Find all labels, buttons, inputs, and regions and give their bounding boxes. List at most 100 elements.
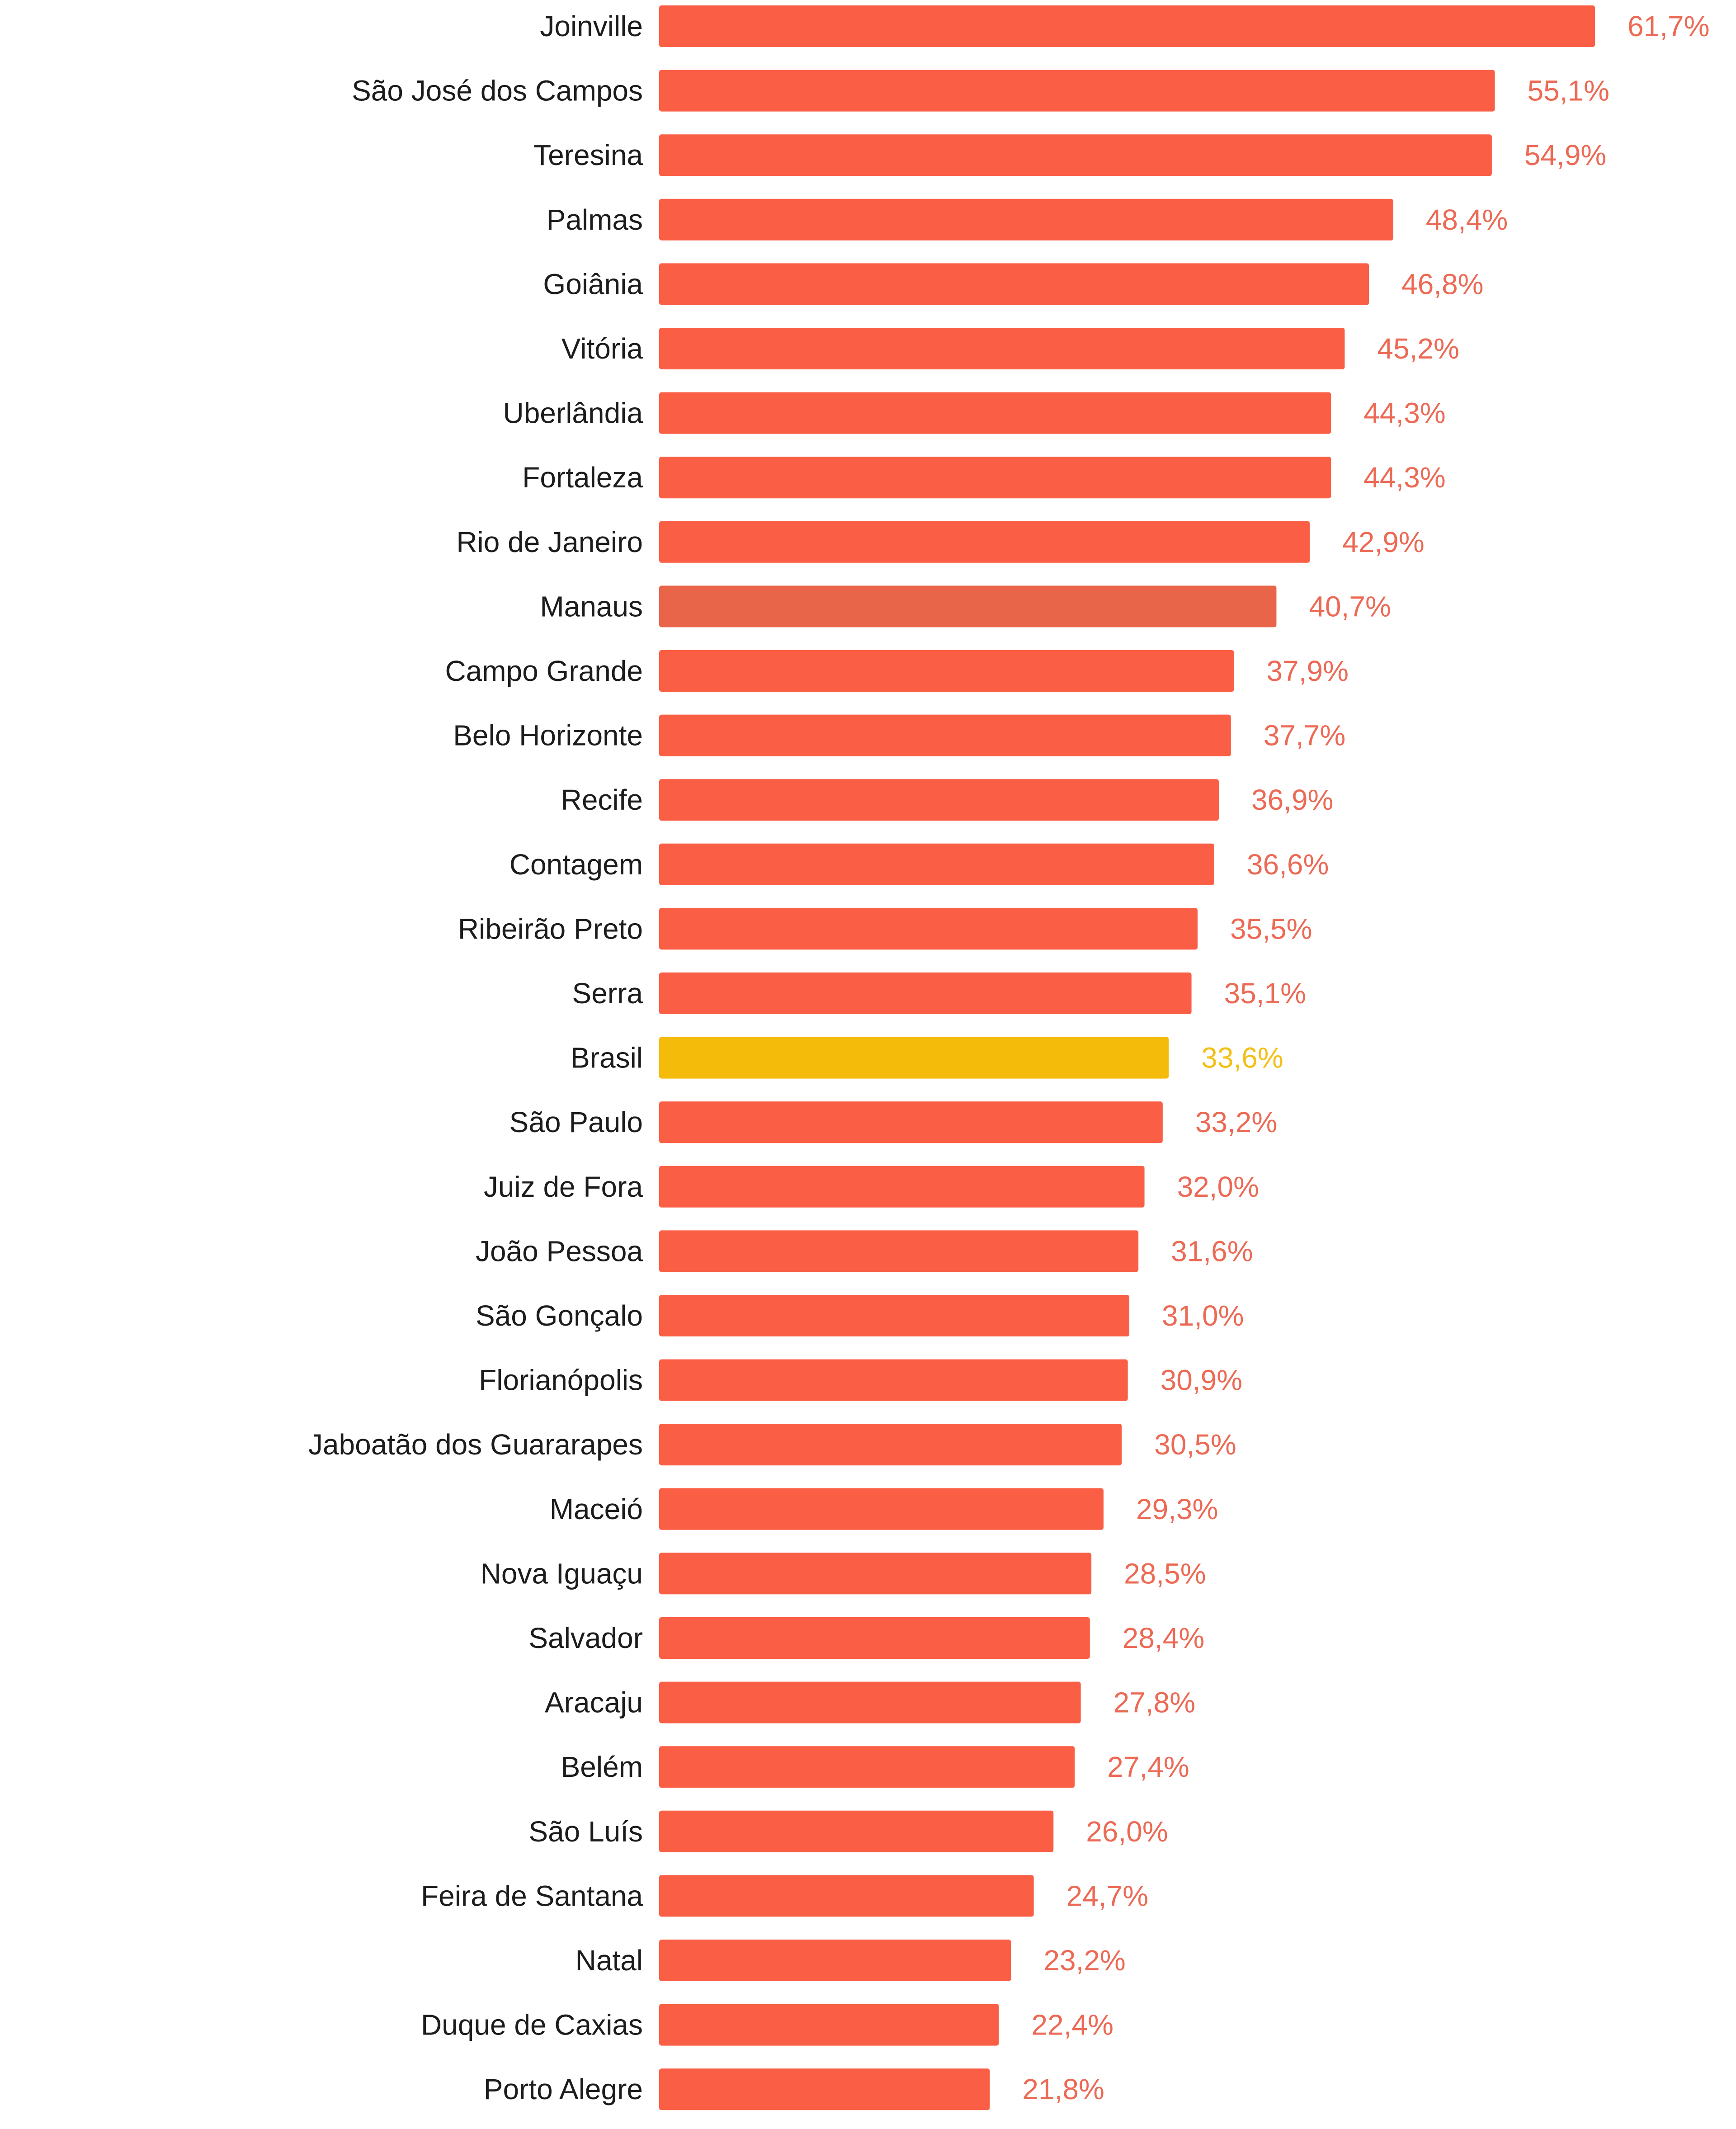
value-label-manaus: 40,7%	[1309, 590, 1391, 623]
bar-feira-de-santana	[659, 1875, 1034, 1917]
bars-layer	[659, 5, 1595, 2110]
value-label-sao-paulo: 33,2%	[1195, 1106, 1277, 1138]
category-label-porto-alegre: Porto Alegre	[484, 2073, 643, 2105]
value-label-juiz-de-fora: 32,0%	[1177, 1171, 1259, 1203]
value-label-brasil: 33,6%	[1201, 1042, 1283, 1074]
bar-sao-goncalo	[659, 1295, 1130, 1336]
value-label-salvador: 28,4%	[1123, 1622, 1204, 1654]
value-label-joao-pessoa: 31,6%	[1171, 1235, 1253, 1267]
bar-recife	[659, 779, 1219, 821]
bar-duque-de-caxias	[659, 2004, 999, 2046]
category-label-fortaleza: Fortaleza	[522, 461, 643, 494]
value-label-florianopolis: 30,9%	[1160, 1364, 1242, 1397]
category-label-duque-de-caxias: Duque de Caxias	[421, 2009, 643, 2041]
category-label-brasil: Brasil	[571, 1042, 643, 1074]
category-label-joao-pessoa: João Pessoa	[476, 1235, 643, 1267]
bar-manaus	[659, 585, 1277, 628]
category-label-feira-de-santana: Feira de Santana	[421, 1879, 643, 1912]
bar-rio-de-janeiro	[659, 521, 1310, 563]
value-label-belo-horizonte: 37,7%	[1264, 719, 1345, 752]
bar-aracaju	[659, 1681, 1081, 1723]
category-label-serra: Serra	[572, 977, 643, 1010]
bar-goiania	[659, 263, 1369, 305]
value-label-recife: 36,9%	[1251, 784, 1333, 816]
value-label-campo-grande: 37,9%	[1267, 655, 1349, 687]
value-label-joinville: 61,7%	[1628, 10, 1709, 42]
bar-teresina	[659, 134, 1492, 176]
category-label-aracaju: Aracaju	[545, 1686, 643, 1719]
bar-palmas	[659, 198, 1393, 241]
bar-juiz-de-fora	[659, 1166, 1145, 1208]
value-label-uberlandia: 44,3%	[1363, 397, 1445, 430]
category-label-sao-luis: São Luís	[528, 1815, 643, 1848]
bar-porto-alegre	[659, 2068, 990, 2110]
category-label-nova-iguacu: Nova Iguaçu	[481, 1557, 643, 1590]
value-label-serra: 35,1%	[1224, 977, 1306, 1010]
value-label-sao-luis: 26,0%	[1086, 1815, 1168, 1848]
category-label-maceio: Maceió	[550, 1493, 643, 1525]
value-label-belem: 27,4%	[1107, 1751, 1189, 1783]
category-label-teresina: Teresina	[533, 139, 643, 171]
bar-brasil	[659, 1037, 1169, 1079]
value-label-ribeirao-preto: 35,5%	[1230, 912, 1312, 945]
value-label-sao-goncalo: 31,0%	[1162, 1299, 1244, 1332]
category-label-uberlandia: Uberlândia	[503, 397, 643, 430]
value-label-vitoria: 45,2%	[1377, 332, 1459, 365]
category-label-contagem: Contagem	[509, 848, 643, 881]
category-label-ribeirao-preto: Ribeirão Preto	[458, 912, 643, 945]
value-label-feira-de-santana: 24,7%	[1066, 1879, 1148, 1912]
value-label-aracaju: 27,8%	[1113, 1686, 1195, 1719]
category-label-manaus: Manaus	[540, 590, 643, 623]
value-label-sao-jose-dos-campos: 55,1%	[1528, 75, 1609, 107]
value-label-natal: 23,2%	[1043, 1944, 1125, 1977]
category-label-sao-goncalo: São Gonçalo	[476, 1299, 643, 1332]
bar-vitoria	[659, 328, 1345, 369]
category-label-belo-horizonte: Belo Horizonte	[453, 719, 643, 752]
bar-florianopolis	[659, 1359, 1128, 1401]
category-label-sao-paulo: São Paulo	[509, 1106, 643, 1138]
bar-belo-horizonte	[659, 714, 1231, 756]
bar-sao-jose-dos-campos	[659, 70, 1495, 112]
category-label-palmas: Palmas	[547, 203, 643, 236]
value-label-rio-de-janeiro: 42,9%	[1342, 526, 1424, 558]
value-labels: 61,7% 55,1% 54,9% 48,4% 46,8% 45,2% 44,3% 44,3%…	[1022, 10, 1709, 2105]
value-label-goiania: 46,8%	[1401, 268, 1483, 300]
value-label-duque-de-caxias: 22,4%	[1032, 2009, 1113, 2041]
value-label-contagem: 36,6%	[1247, 848, 1329, 881]
category-label-sao-jose-dos-campos: São José dos Campos	[352, 75, 643, 107]
category-label-salvador: Salvador	[528, 1622, 643, 1654]
category-label-campo-grande: Campo Grande	[445, 655, 643, 687]
bar-sao-luis	[659, 1810, 1054, 1852]
category-label-joinville: Joinville	[540, 10, 643, 42]
category-label-recife: Recife	[561, 784, 643, 816]
bar-joao-pessoa	[659, 1230, 1139, 1272]
bar-maceio	[659, 1488, 1104, 1530]
bar-jaboatao-dos-guararapes	[659, 1424, 1122, 1466]
bar-contagem	[659, 843, 1214, 885]
value-label-maceio: 29,3%	[1136, 1493, 1218, 1525]
value-label-teresina: 54,9%	[1524, 139, 1606, 171]
value-label-palmas: 48,4%	[1426, 203, 1508, 236]
category-label-florianopolis: Florianópolis	[479, 1364, 643, 1397]
bar-nova-iguacu	[659, 1553, 1092, 1595]
category-label-juiz-de-fora: Juiz de Fora	[484, 1171, 643, 1203]
category-label-jaboatao-dos-guararapes: Jaboatão dos Guararapes	[308, 1428, 643, 1461]
category-labels: Joinville São José dos Campos Teresina Palm…	[308, 10, 643, 2105]
bar-ribeirao-preto	[659, 908, 1198, 950]
category-label-vitoria: Vitória	[561, 332, 643, 365]
value-label-fortaleza: 44,3%	[1363, 461, 1445, 494]
bar-natal	[659, 1940, 1011, 1981]
category-label-belem: Belém	[561, 1751, 643, 1783]
bar-fortaleza	[659, 457, 1331, 499]
bar-uberlandia	[659, 392, 1331, 434]
value-label-nova-iguacu: 28,5%	[1124, 1557, 1206, 1590]
value-label-porto-alegre: 21,8%	[1022, 2073, 1104, 2105]
bar-sao-paulo	[659, 1101, 1163, 1143]
bar-joinville	[659, 5, 1595, 47]
bar-campo-grande	[659, 650, 1234, 692]
category-label-goiania: Goiânia	[543, 268, 643, 300]
bar-serra	[659, 972, 1192, 1014]
category-label-natal: Natal	[576, 1944, 643, 1977]
category-label-rio-de-janeiro: Rio de Janeiro	[456, 526, 643, 558]
